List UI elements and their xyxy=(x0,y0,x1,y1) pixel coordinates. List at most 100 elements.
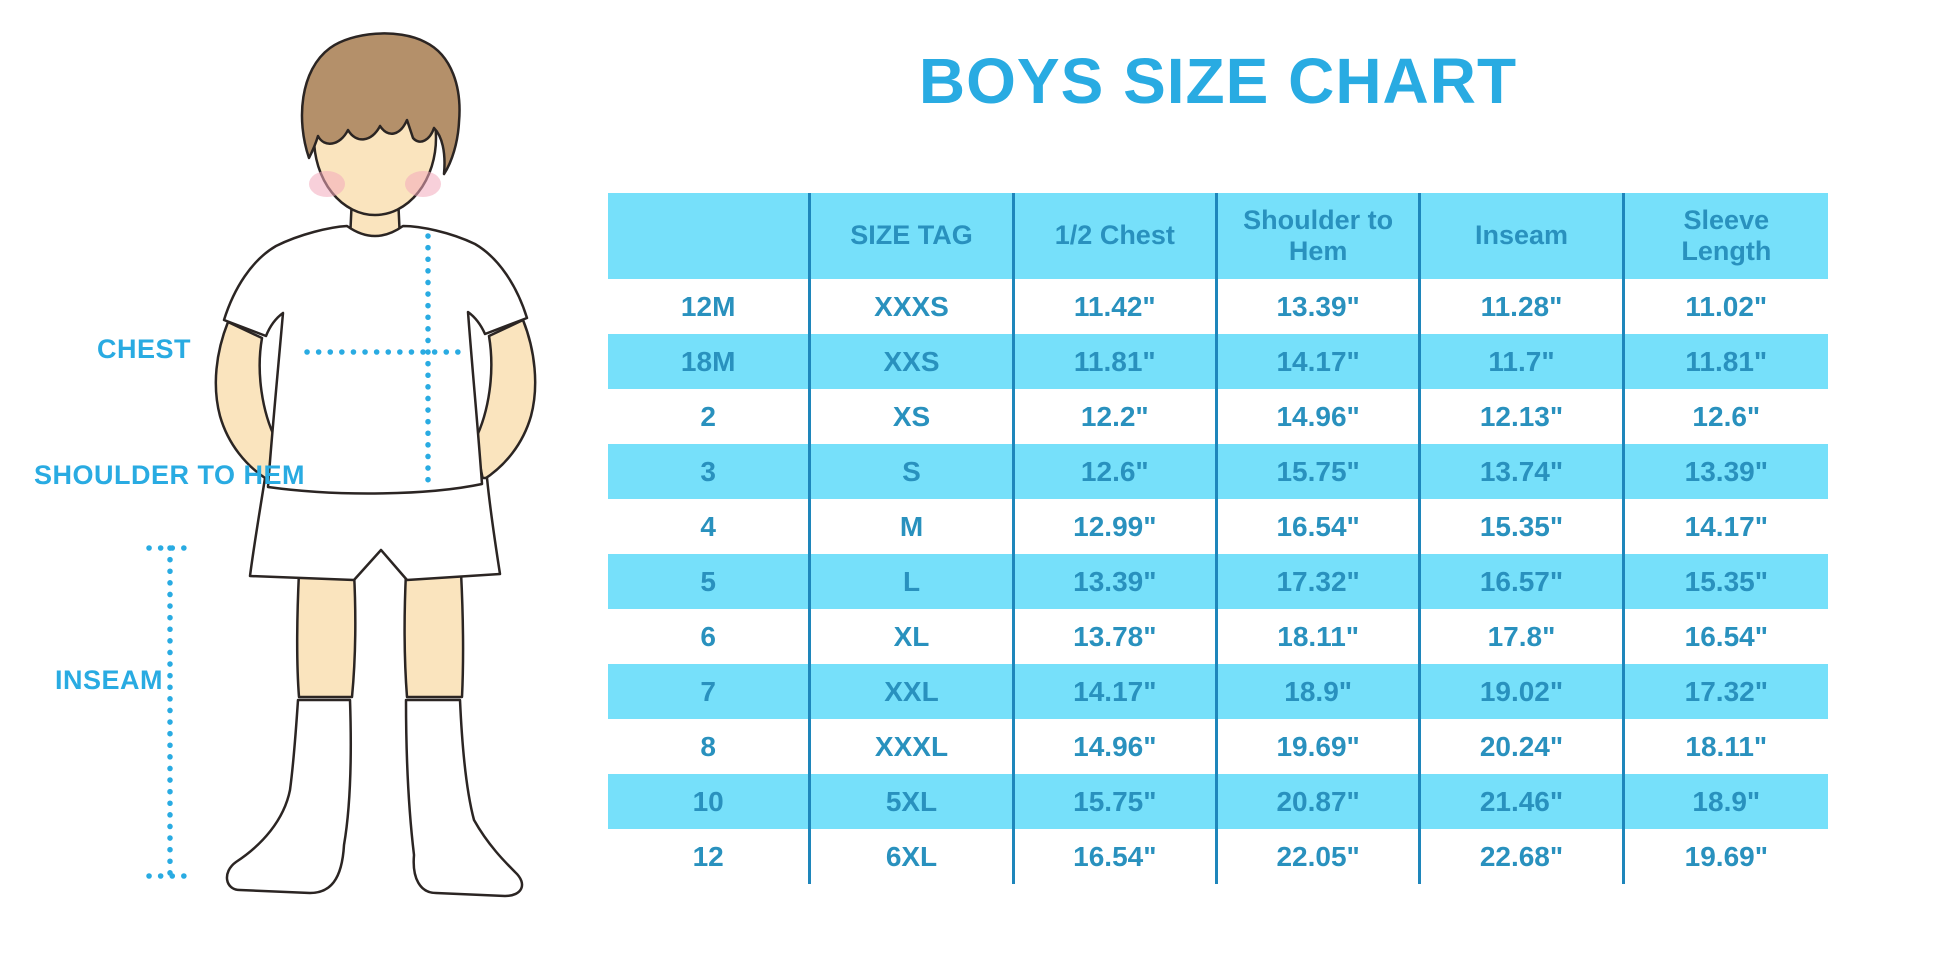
boy-blush-left xyxy=(309,171,345,197)
measurement-cell: 17.32" xyxy=(1218,554,1422,609)
table-row: 18M XXS 11.81" 14.17" 11.7" 11.81" xyxy=(608,334,1828,389)
table-row: 5 L 13.39" 17.32" 16.57" 15.35" xyxy=(608,554,1828,609)
measurement-cell: 12.13" xyxy=(1421,389,1625,444)
size-label-cell: 12M xyxy=(608,279,812,334)
header-cell-sleeve-length: Sleeve Length xyxy=(1681,204,1772,266)
header-cell-half-chest: 1/2 Chest xyxy=(1015,193,1218,279)
measurement-cell: 12.2" xyxy=(1015,389,1218,444)
measurement-cell: 13.39" xyxy=(1218,279,1422,334)
measurement-cell: 16.54" xyxy=(1218,499,1422,554)
measurement-cell: 19.69" xyxy=(1218,719,1422,774)
measurement-cell: 17.32" xyxy=(1684,675,1768,707)
boy-arm-left xyxy=(214,320,278,482)
boy-leg-right xyxy=(403,570,465,699)
table-row: 2 XS 12.2" 14.96" 12.13" 12.6" xyxy=(608,389,1828,444)
measurement-cell: 18.11" xyxy=(1218,609,1422,664)
measurement-cell: 11.42" xyxy=(1015,279,1218,334)
measurement-cell: 22.05" xyxy=(1218,829,1422,884)
measurement-cell: S xyxy=(811,444,1015,499)
table-row: 12M XXXS 11.42" 13.39" 11.28" 11.02" xyxy=(608,279,1828,334)
measurement-cell: XXXL xyxy=(811,719,1015,774)
measurement-cell: 13.39" xyxy=(1684,455,1768,487)
size-label-cell: 4 xyxy=(608,499,812,554)
inseam-label: INSEAM xyxy=(55,665,164,695)
measurement-cell: 11.7" xyxy=(1421,334,1625,389)
size-label-cell: 7 xyxy=(608,664,812,719)
measurement-cell: 12.99" xyxy=(1015,499,1218,554)
table-row: 10 5XL 15.75" 20.87" 21.46" 18.9" xyxy=(608,774,1828,829)
measurement-cell: 13.74" xyxy=(1421,444,1625,499)
measurement-cell: 18.9" xyxy=(1692,785,1761,817)
boy-leg-left xyxy=(295,570,357,699)
measurement-cell: 14.17" xyxy=(1015,664,1218,719)
measurement-cell: 14.96" xyxy=(1218,389,1422,444)
measurement-cell: 16.54" xyxy=(1684,620,1768,652)
size-label-cell: 18M xyxy=(608,334,812,389)
size-label-cell: 5 xyxy=(608,554,812,609)
table-row: 8 XXXL 14.96" 19.69" 20.24" 18.11" xyxy=(608,719,1828,774)
measurement-cell: XXXS xyxy=(811,279,1015,334)
measurement-cell: 11.81" xyxy=(1015,334,1218,389)
measurement-cell: 16.54" xyxy=(1015,829,1218,884)
size-label-cell: 6 xyxy=(608,609,812,664)
measurement-cell: 19.69" xyxy=(1684,840,1768,872)
measurement-cell: 18.11" xyxy=(1685,730,1768,762)
size-table-body: 12M XXXS 11.42" 13.39" 11.28" 11.02" 18M XXS 11.… xyxy=(608,279,1828,884)
size-label-cell: 2 xyxy=(608,389,812,444)
measurement-cell: 21.46" xyxy=(1421,774,1625,829)
boy-sock-right xyxy=(404,698,524,898)
header-cell-blank xyxy=(608,193,812,279)
table-row: 6 XL 13.78" 18.11" 17.8" 16.54" xyxy=(608,609,1828,664)
boy-sock-left xyxy=(225,698,352,895)
boy-hair xyxy=(300,32,461,176)
measurement-cell: XXL xyxy=(811,664,1015,719)
measurement-cell: 19.02" xyxy=(1421,664,1625,719)
header-cell-shoulder-to-hem: Shoulder to Hem xyxy=(1218,193,1422,279)
table-row: 3 S 12.6" 15.75" 13.74" 13.39" xyxy=(608,444,1828,499)
measurement-cell: 18.9" xyxy=(1218,664,1422,719)
measurement-cell: 12.6" xyxy=(1692,400,1761,432)
shoulder-to-hem-label: SHOULDER TO HEM xyxy=(34,460,306,490)
measurement-cell: 14.96" xyxy=(1015,719,1218,774)
measurement-cell: 5XL xyxy=(811,774,1015,829)
header-cell-size-tag: SIZE TAG xyxy=(811,193,1015,279)
measurement-cell: 14.17" xyxy=(1684,510,1768,542)
table-row: 12 6XL 16.54" 22.05" 22.68" 19.69" xyxy=(608,829,1828,884)
measurement-cell: 11.28" xyxy=(1421,279,1625,334)
measurement-cell: XS xyxy=(811,389,1015,444)
measurement-cell: 11.81" xyxy=(1685,345,1768,377)
measurement-cell: 15.75" xyxy=(1015,774,1218,829)
measurement-cell: 15.35" xyxy=(1421,499,1625,554)
measurement-cell: 20.87" xyxy=(1218,774,1422,829)
measurement-cell: 11.02" xyxy=(1685,290,1768,322)
measurement-cell: 12.6" xyxy=(1015,444,1218,499)
measurement-cell: 15.75" xyxy=(1218,444,1422,499)
size-table: SIZE TAG 1/2 Chest Shoulder to Hem Insea… xyxy=(608,193,1828,884)
size-label-cell: 10 xyxy=(608,774,812,829)
measurement-cell: XL xyxy=(811,609,1015,664)
boy-shirt xyxy=(222,224,529,495)
measurement-cell: 13.78" xyxy=(1015,609,1218,664)
measurement-cell: 20.24" xyxy=(1421,719,1625,774)
measurement-cell: 6XL xyxy=(811,829,1015,884)
measurement-cell: 22.68" xyxy=(1421,829,1625,884)
measurement-cell: 14.17" xyxy=(1218,334,1422,389)
table-row: 4 M 12.99" 16.54" 15.35" 14.17" xyxy=(608,499,1828,554)
measurement-cell: 17.8" xyxy=(1421,609,1625,664)
size-label-cell: 3 xyxy=(608,444,812,499)
measurement-cell: 16.57" xyxy=(1421,554,1625,609)
header-cell-inseam: Inseam xyxy=(1421,193,1625,279)
table-header-row: SIZE TAG 1/2 Chest Shoulder to Hem Insea… xyxy=(608,193,1828,279)
size-label-cell: 8 xyxy=(608,719,812,774)
measurement-cell: 13.39" xyxy=(1015,554,1218,609)
chest-label: CHEST xyxy=(97,334,192,364)
page-title: BOYS SIZE CHART xyxy=(918,45,1518,117)
boy-arm-right xyxy=(473,318,537,482)
measurement-cell: 15.35" xyxy=(1684,565,1768,597)
measurement-cell: XXS xyxy=(811,334,1015,389)
table-row: 7 XXL 14.17" 18.9" 19.02" 17.32" xyxy=(608,664,1828,719)
measurement-cell: L xyxy=(811,554,1015,609)
measurement-cell: M xyxy=(811,499,1015,554)
size-label-cell: 12 xyxy=(608,829,812,884)
